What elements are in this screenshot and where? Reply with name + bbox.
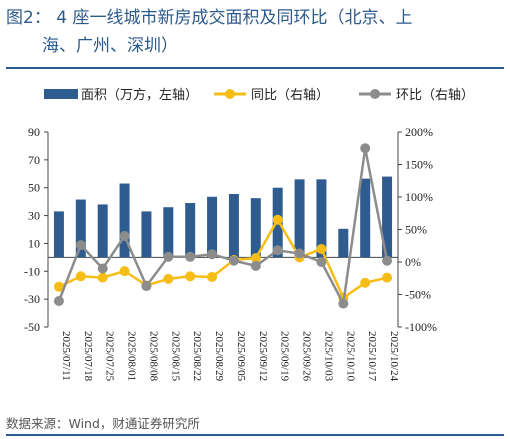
area-bar — [119, 183, 130, 258]
x-tick-label: 2025/10/10 — [344, 331, 356, 382]
right-tick-label: 150% — [405, 158, 433, 172]
yoy-point — [53, 281, 64, 292]
left-tick-label: -50 — [24, 320, 40, 334]
chart-title-line-1: 图2： 4 座一线城市新房成交面积及同环比（北京、上 — [6, 8, 413, 28]
area-bar — [316, 179, 327, 258]
right-tick-label: 100% — [405, 190, 433, 204]
yoy-point — [163, 273, 174, 284]
left-tick-label: 70 — [28, 153, 40, 167]
yoy-point — [316, 244, 327, 254]
mom-point — [53, 296, 64, 306]
legend-label-yoy: 同比（右轴） — [251, 88, 329, 103]
mom-point — [338, 298, 349, 309]
mom-point — [141, 281, 152, 292]
yoy-point — [272, 214, 283, 225]
area-bar — [207, 196, 218, 258]
left-tick-label: 10 — [28, 236, 40, 250]
yoy-line — [58, 217, 388, 300]
x-tick-label: 2025/08/29 — [213, 331, 225, 382]
yoy-point — [97, 272, 108, 283]
x-tick-label: 2025/10/24 — [388, 331, 400, 382]
mom-point — [75, 240, 86, 251]
yoy-point — [360, 277, 371, 288]
area-bar — [338, 228, 349, 258]
mom-point — [185, 251, 196, 262]
right-tick-label: 0% — [405, 255, 421, 269]
left-tick-label: 30 — [28, 209, 40, 223]
bottom-divider — [6, 434, 504, 436]
mom-point — [294, 248, 305, 259]
area-bar — [141, 211, 152, 258]
title-divider — [6, 67, 504, 69]
yoy-point — [250, 253, 261, 264]
x-tick-label: 2025/08/08 — [147, 331, 159, 382]
left-tick-label: -30 — [24, 292, 40, 306]
area-bar — [185, 203, 196, 258]
area-bar — [294, 179, 305, 258]
area-bar — [53, 211, 64, 258]
left-tick-label: -10 — [24, 264, 40, 278]
x-tick-label: 2025/08/01 — [126, 331, 138, 381]
left-tick-label: 90 — [28, 125, 40, 139]
area-bar — [75, 199, 86, 258]
combo-chart: 面积（万方，左轴） 同比（右轴） 环比（右轴） -50 -30 -10 10 30 50 70 90… — [24, 87, 474, 382]
x-tick-label: 2025/07/11 — [60, 331, 72, 381]
mom-point — [228, 255, 239, 266]
mom-point — [316, 257, 327, 267]
yoy-point — [75, 271, 86, 282]
right-tick-label: 200% — [405, 125, 433, 139]
x-tick-label: 2025/08/22 — [191, 331, 203, 381]
area-bar — [250, 198, 261, 258]
mom-line — [57, 148, 389, 308]
mom-point — [382, 255, 393, 266]
right-tick-label: 50% — [405, 223, 427, 237]
x-tick-label: 2025/09/05 — [235, 331, 247, 382]
source-note: 数据来源：Wind，财通证券研究所 — [6, 416, 200, 431]
area-bar — [382, 176, 393, 258]
x-tick-label: 2025/09/19 — [279, 331, 291, 382]
legend-swatch-mom-marker — [370, 89, 380, 99]
left-tick-label: 50 — [28, 181, 40, 195]
yoy-point — [119, 266, 130, 277]
yoy-point — [207, 271, 218, 282]
mom-point — [97, 263, 108, 274]
legend-swatch-area — [44, 89, 78, 99]
x-tick-label: 2025/08/15 — [169, 331, 181, 382]
x-tick-label: 2025/09/26 — [301, 331, 313, 382]
right-tick-label: -100% — [405, 320, 437, 334]
mom-point — [163, 251, 174, 262]
mom-point — [119, 231, 130, 241]
x-tick-label: 2025/10/03 — [322, 331, 334, 382]
area-bar — [228, 193, 239, 258]
x-tick-label: 2025/07/25 — [104, 331, 116, 382]
x-tick-label: 2025/07/18 — [82, 331, 94, 382]
mom-point — [207, 249, 218, 260]
legend-swatch-yoy-marker — [225, 89, 235, 99]
legend-label-mom: 环比（右轴） — [396, 88, 474, 103]
mom-point — [250, 260, 261, 271]
legend-label-area: 面积（万方，左轴） — [81, 87, 198, 103]
x-tick-label: 2025/09/12 — [257, 331, 269, 381]
x-tick-label: 2025/10/17 — [366, 331, 378, 382]
chart-title-line-2: 海、广州、深圳） — [42, 36, 178, 56]
mom-point — [360, 143, 371, 154]
yoy-point — [185, 271, 196, 282]
right-tick-label: -50% — [405, 288, 431, 302]
chart-title: 图2： 4 座一线城市新房成交面积及同环比（北京、上 海、广州、深圳） — [6, 4, 506, 60]
area-bar — [163, 207, 174, 258]
yoy-point — [382, 272, 393, 283]
mom-point — [272, 245, 283, 256]
area-bar — [360, 178, 371, 258]
area-bar — [97, 204, 108, 258]
